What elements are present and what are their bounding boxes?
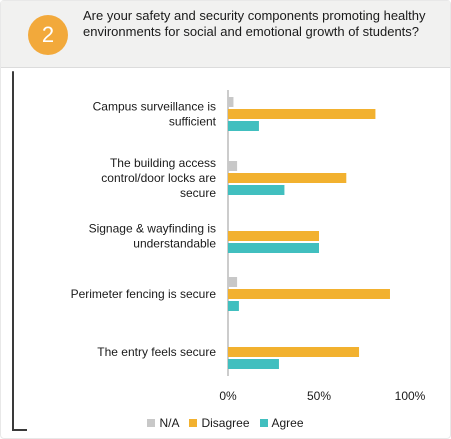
question-header: 2 Are your safety and security component… [1,1,450,68]
bar-disagree-4 [228,289,390,299]
bottom-accent-rule [12,429,27,431]
bar-disagree-5 [228,347,360,357]
legend-swatch [189,419,198,427]
bar-chart: Campus surveillance is sufficient The buil… [71,90,426,403]
bar-agree-5 [228,359,279,369]
left-accent-rule [12,71,14,431]
x-tick-label: 0% [219,389,237,403]
chart-legend: N/A Disagree Agree [0,416,451,430]
category-label: Campus surveillance is sufficient [93,100,217,129]
category-label: Perimeter fencing is secure [71,287,217,301]
bar-disagree-2 [228,173,347,183]
legend-item: Disagree [189,416,250,430]
legend-label: N/A [159,416,180,430]
x-tick-label: 50% [307,389,331,403]
legend-item: Agree [259,416,304,430]
question-number-badge: 2 [28,15,68,55]
bar-n-a-1 [228,97,234,107]
bar-n-a-2 [228,161,238,171]
x-tick-label: 100% [395,389,426,403]
category-label: The entry feels secure [97,345,216,359]
legend-label: Disagree [201,416,250,430]
bar-agree-2 [228,185,285,195]
question-text: Are your safety and security components … [83,8,426,39]
bar-disagree-3 [228,231,319,241]
bar-agree-3 [228,243,319,253]
bar-disagree-1 [228,109,376,119]
bar-agree-4 [228,301,239,311]
category-label: Signage & wayfinding is understandable [89,222,217,251]
category-label: The building access control/door locks ar… [101,156,216,200]
legend-swatch [259,419,268,427]
bar-agree-1 [228,121,259,131]
bar-n-a-4 [228,277,238,287]
legend-item: N/A [147,416,179,430]
legend-label: Agree [271,416,304,430]
legend-swatch [147,419,156,427]
